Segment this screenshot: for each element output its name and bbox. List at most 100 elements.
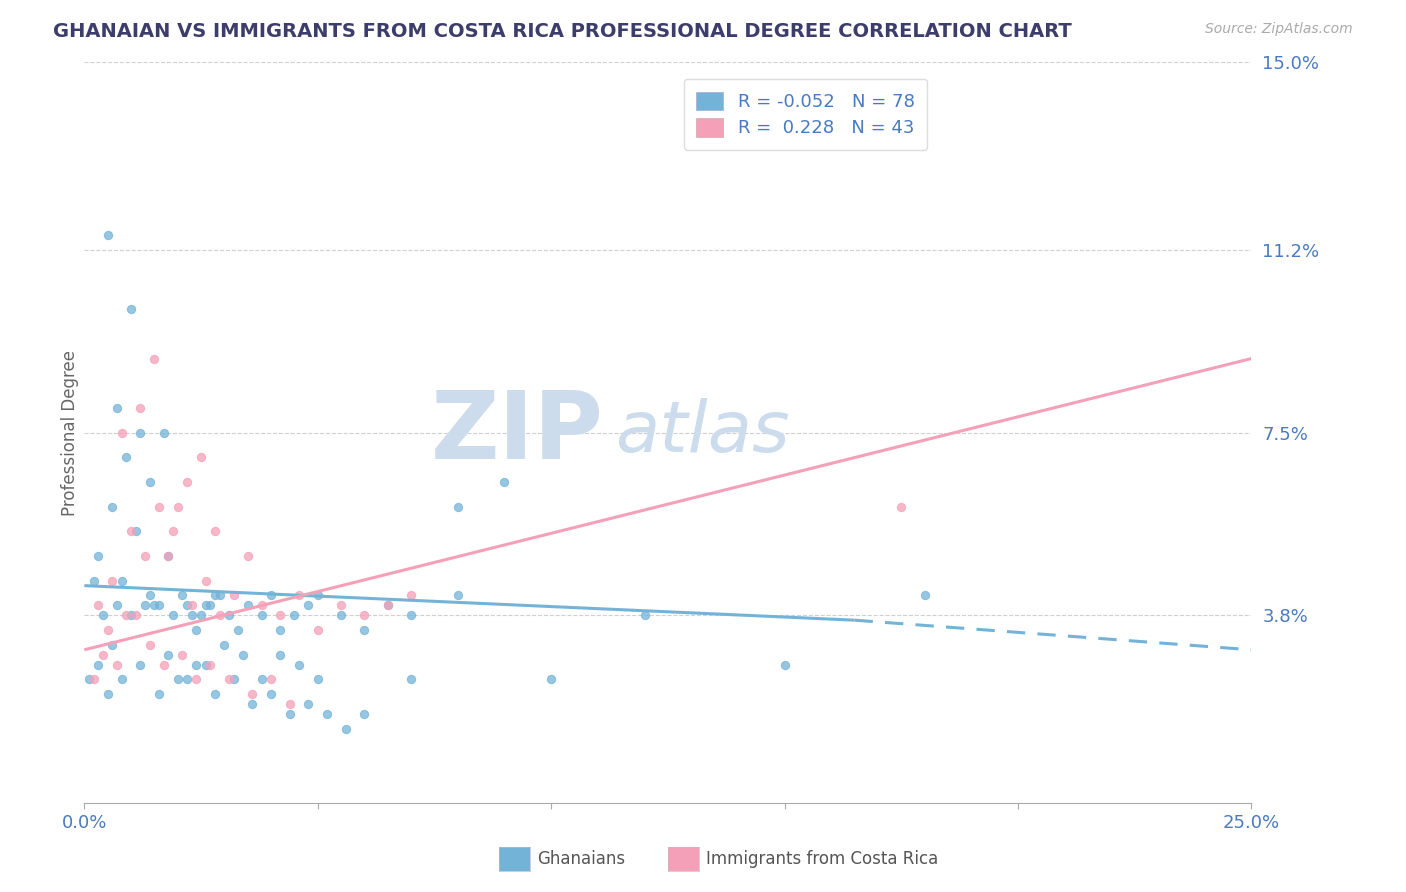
Point [377, 599, 399, 613]
Point [330, 608, 353, 623]
Point [260, 589, 283, 603]
Point [77, 673, 100, 687]
Point [200, 657, 222, 672]
Point [157, 648, 180, 662]
Point [152, 657, 174, 672]
Point [218, 608, 240, 623]
Point [125, 608, 148, 623]
Text: atlas: atlas [616, 398, 790, 467]
Point [447, 500, 470, 514]
Point [194, 657, 217, 672]
Point [97, 687, 120, 701]
Point [399, 608, 422, 623]
Point [633, 608, 655, 623]
Point [330, 599, 353, 613]
Point [162, 608, 184, 623]
Text: Ghanaians: Ghanaians [537, 850, 626, 868]
Point [148, 687, 170, 701]
Point [166, 673, 188, 687]
Text: Immigrants from Costa Rica: Immigrants from Costa Rica [706, 850, 938, 868]
Point [176, 475, 198, 489]
Point [377, 599, 399, 613]
Point [186, 673, 208, 687]
Point [204, 687, 226, 701]
Point [307, 673, 329, 687]
Point [166, 500, 188, 514]
Point [297, 599, 319, 613]
Point [157, 549, 180, 563]
Point [307, 623, 329, 637]
Point [399, 673, 422, 687]
Point [105, 599, 128, 613]
Text: Source: ZipAtlas.com: Source: ZipAtlas.com [1205, 22, 1353, 37]
Point [111, 574, 134, 588]
Point [228, 623, 250, 637]
Point [115, 608, 138, 623]
Point [890, 500, 912, 514]
Text: GHANAIAN VS IMMIGRANTS FROM COSTA RICA PROFESSIONAL DEGREE CORRELATION CHART: GHANAIAN VS IMMIGRANTS FROM COSTA RICA P… [53, 22, 1073, 41]
Point [120, 524, 142, 539]
Point [200, 599, 222, 613]
Point [172, 589, 194, 603]
Point [236, 599, 259, 613]
Point [87, 599, 110, 613]
Point [143, 351, 166, 366]
Point [129, 657, 152, 672]
Point [176, 599, 198, 613]
Legend: R = -0.052   N = 78, R =  0.228   N = 43: R = -0.052 N = 78, R = 0.228 N = 43 [683, 78, 927, 150]
Point [129, 425, 152, 440]
Point [194, 599, 217, 613]
Point [157, 549, 180, 563]
Point [91, 648, 114, 662]
Point [190, 450, 212, 465]
Point [269, 648, 291, 662]
Point [307, 589, 329, 603]
Y-axis label: Professional Degree: Professional Degree [62, 350, 80, 516]
Point [97, 623, 120, 637]
Point [236, 549, 259, 563]
Point [120, 302, 142, 317]
Point [278, 697, 301, 711]
Point [152, 425, 174, 440]
Point [180, 608, 202, 623]
Point [87, 657, 110, 672]
Point [194, 574, 217, 588]
Point [250, 599, 273, 613]
Point [91, 608, 114, 623]
Point [120, 608, 142, 623]
Point [162, 524, 184, 539]
Point [111, 673, 134, 687]
Point [83, 574, 105, 588]
Point [176, 673, 198, 687]
Point [914, 589, 936, 603]
Point [260, 687, 283, 701]
Point [190, 608, 212, 623]
Point [87, 549, 110, 563]
Point [208, 608, 231, 623]
Point [204, 589, 226, 603]
Point [115, 450, 138, 465]
Point [242, 687, 264, 701]
Point [101, 574, 124, 588]
Point [353, 623, 375, 637]
Point [250, 608, 273, 623]
Point [180, 599, 202, 613]
Point [283, 608, 305, 623]
Point [125, 524, 148, 539]
Point [297, 697, 319, 711]
Point [242, 697, 264, 711]
Point [269, 623, 291, 637]
Point [399, 589, 422, 603]
Point [288, 589, 311, 603]
Text: ZIP: ZIP [430, 386, 603, 479]
Point [101, 638, 124, 652]
Point [138, 638, 160, 652]
Point [148, 599, 170, 613]
Point [260, 673, 283, 687]
Point [335, 722, 357, 736]
Point [138, 475, 160, 489]
Point [269, 608, 291, 623]
Point [83, 673, 105, 687]
Point [143, 599, 166, 613]
Point [232, 648, 254, 662]
